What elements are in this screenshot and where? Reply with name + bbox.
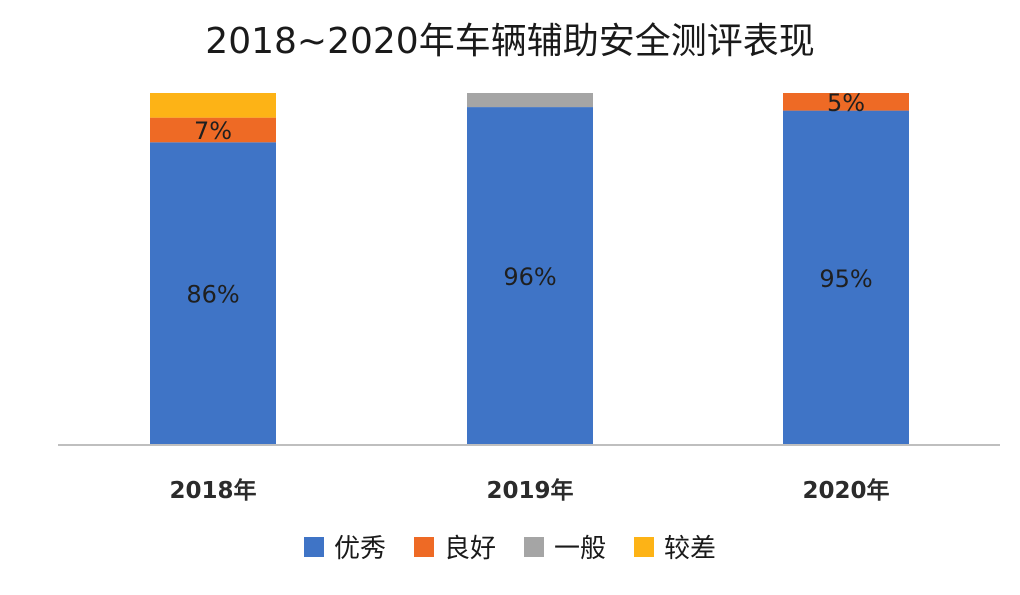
bar-segment (150, 117, 276, 143)
legend-swatch (524, 536, 544, 557)
data-label: 96% (503, 263, 556, 291)
legend-item: 优秀 (303, 528, 386, 565)
legend-item: 良好 (413, 528, 496, 565)
bar-segment (783, 93, 909, 111)
legend-swatch (303, 536, 324, 557)
legend-swatch (413, 536, 434, 557)
bar-segment (467, 107, 593, 445)
data-label: 7% (194, 117, 232, 145)
data-label: 86% (186, 281, 239, 309)
bar-segment (783, 110, 909, 445)
legend-item: 较差 (634, 528, 716, 565)
x-tick-label: 2018年 (169, 477, 256, 504)
bar-segment (150, 142, 276, 445)
legend-label: 优秀 (333, 534, 386, 564)
legend-label: 一般 (554, 534, 607, 564)
data-label: 95% (819, 265, 872, 293)
chart-plot: 86% 7% 96% 95% 5% 2018年 2019年 2020年 (58, 89, 1000, 504)
legend-label: 较差 (664, 534, 717, 564)
bar-segment (150, 93, 276, 118)
bar-segment (467, 93, 593, 108)
data-label: 5% (827, 89, 865, 117)
x-tick-label: 2019年 (486, 477, 573, 504)
legend-item: 一般 (524, 528, 606, 565)
legend-label: 良好 (443, 534, 496, 564)
legend-swatch (634, 536, 655, 557)
chart-title: 2018~2020年车辆辅助安全测评表现 (205, 21, 815, 62)
chart-legend: 优秀 良好 一般 较差 (0, 528, 1020, 565)
x-tick-label: 2020年 (802, 477, 889, 504)
